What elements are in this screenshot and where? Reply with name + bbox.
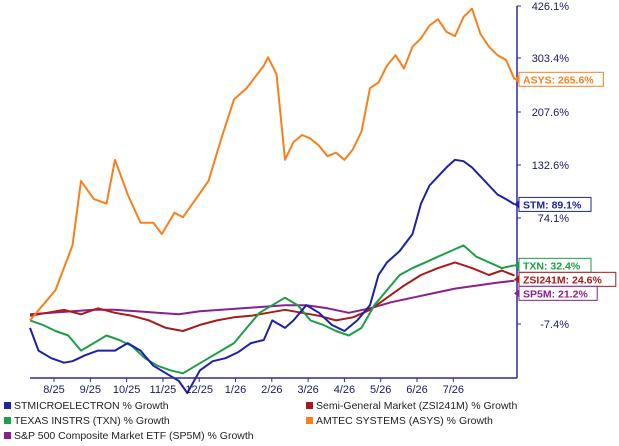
legend-item-stm: STMICROELECTRON % Growth <box>4 400 169 413</box>
end-label-text: ZSI241M: 24.6% <box>523 274 602 286</box>
legend-label: S&P 500 Composite Market ETF (SP5M) % Gr… <box>14 430 254 442</box>
end-label-pointer <box>514 75 519 84</box>
x-tick-label: 6/26 <box>406 384 427 396</box>
series-line-stm <box>29 158 516 394</box>
y-tick-label: 303.4% <box>532 53 570 65</box>
x-tick-label: 12/25 <box>185 384 213 396</box>
legend-swatch <box>306 417 313 424</box>
x-tick-label: 4/26 <box>334 384 355 396</box>
legend-item-txn: TEXAS INSTRS (TXN) % Growth <box>4 415 170 428</box>
end-label-text: TXN: 32.4% <box>523 260 581 272</box>
x-tick-label: 9/25 <box>80 384 101 396</box>
end-label-pointer <box>514 200 519 209</box>
end-label-pointer <box>514 261 519 270</box>
x-tick-label: 10/25 <box>113 384 141 396</box>
y-axis: 426.1%303.4%207.6%132.6%74.1%28.3%-7.4% <box>516 1 570 378</box>
x-axis: 8/25 9/25 10/25 11/25 12/25 1/26 2/26 3/26 4/26 5… <box>30 377 517 396</box>
legend: STMICROELECTRON % Growth Semi-General Mar… <box>0 400 619 446</box>
legend-swatch <box>4 402 11 409</box>
series-lines <box>29 7 516 394</box>
legend-label: STMICROELECTRON % Growth <box>14 400 169 412</box>
legend-label: Semi-General Market (ZSI241M) % Growth <box>316 400 518 412</box>
end-label-text: STM: 89.1% <box>523 199 582 211</box>
series-line-sp5m <box>29 279 515 316</box>
legend-swatch <box>4 432 11 439</box>
legend-swatch <box>306 402 313 409</box>
y-tick-label: 74.1% <box>538 213 569 225</box>
series-line-txn <box>29 244 515 375</box>
end-label-text: SP5M: 21.2% <box>523 288 588 300</box>
legend-item-sp5m: S&P 500 Composite Market ETF (SP5M) % Gr… <box>4 430 254 443</box>
end-label-stm: STM: 89.1% <box>514 196 592 212</box>
y-tick-label: 132.6% <box>532 160 570 172</box>
x-tick-label: 5/26 <box>370 384 391 396</box>
end-label-asys: ASYS: 265.6% <box>514 71 604 87</box>
legend-item-zsi: Semi-General Market (ZSI241M) % Growth <box>306 400 517 413</box>
x-tick-label: 7/26 <box>443 384 464 396</box>
series-line-zsi <box>29 261 515 332</box>
end-label-pointer <box>514 275 519 284</box>
end-label-sp5m: SP5M: 21.2% <box>514 285 598 301</box>
end-label-pointer <box>514 289 519 298</box>
y-tick-label: -7.4% <box>540 319 569 331</box>
legend-label: AMTEC SYSTEMS (ASYS) % Growth <box>316 415 493 427</box>
x-tick-label: 11/25 <box>150 384 177 396</box>
series-line-asys <box>29 7 516 322</box>
end-label-txn: TXN: 32.4% <box>514 257 592 273</box>
legend-label: TEXAS INSTRS (TXN) % Growth <box>14 415 170 427</box>
end-labels: ASYS: 265.6% STM: 89.1% TXN: 32.4% ZSI241M:… <box>514 71 617 301</box>
y-tick-label: 426.1% <box>532 1 570 13</box>
y-tick-label: 207.6% <box>532 107 570 119</box>
x-tick-label: 3/26 <box>297 384 318 396</box>
x-tick-label: 1/26 <box>225 384 246 396</box>
end-label-zsi: ZSI241M: 24.6% <box>514 271 617 287</box>
x-tick-label: 2/26 <box>261 384 282 396</box>
legend-item-asys: AMTEC SYSTEMS (ASYS) % Growth <box>306 415 493 428</box>
x-tick-label: 8/25 <box>43 384 64 396</box>
legend-swatch <box>4 417 11 424</box>
end-label-text: ASYS: 265.6% <box>523 74 594 86</box>
